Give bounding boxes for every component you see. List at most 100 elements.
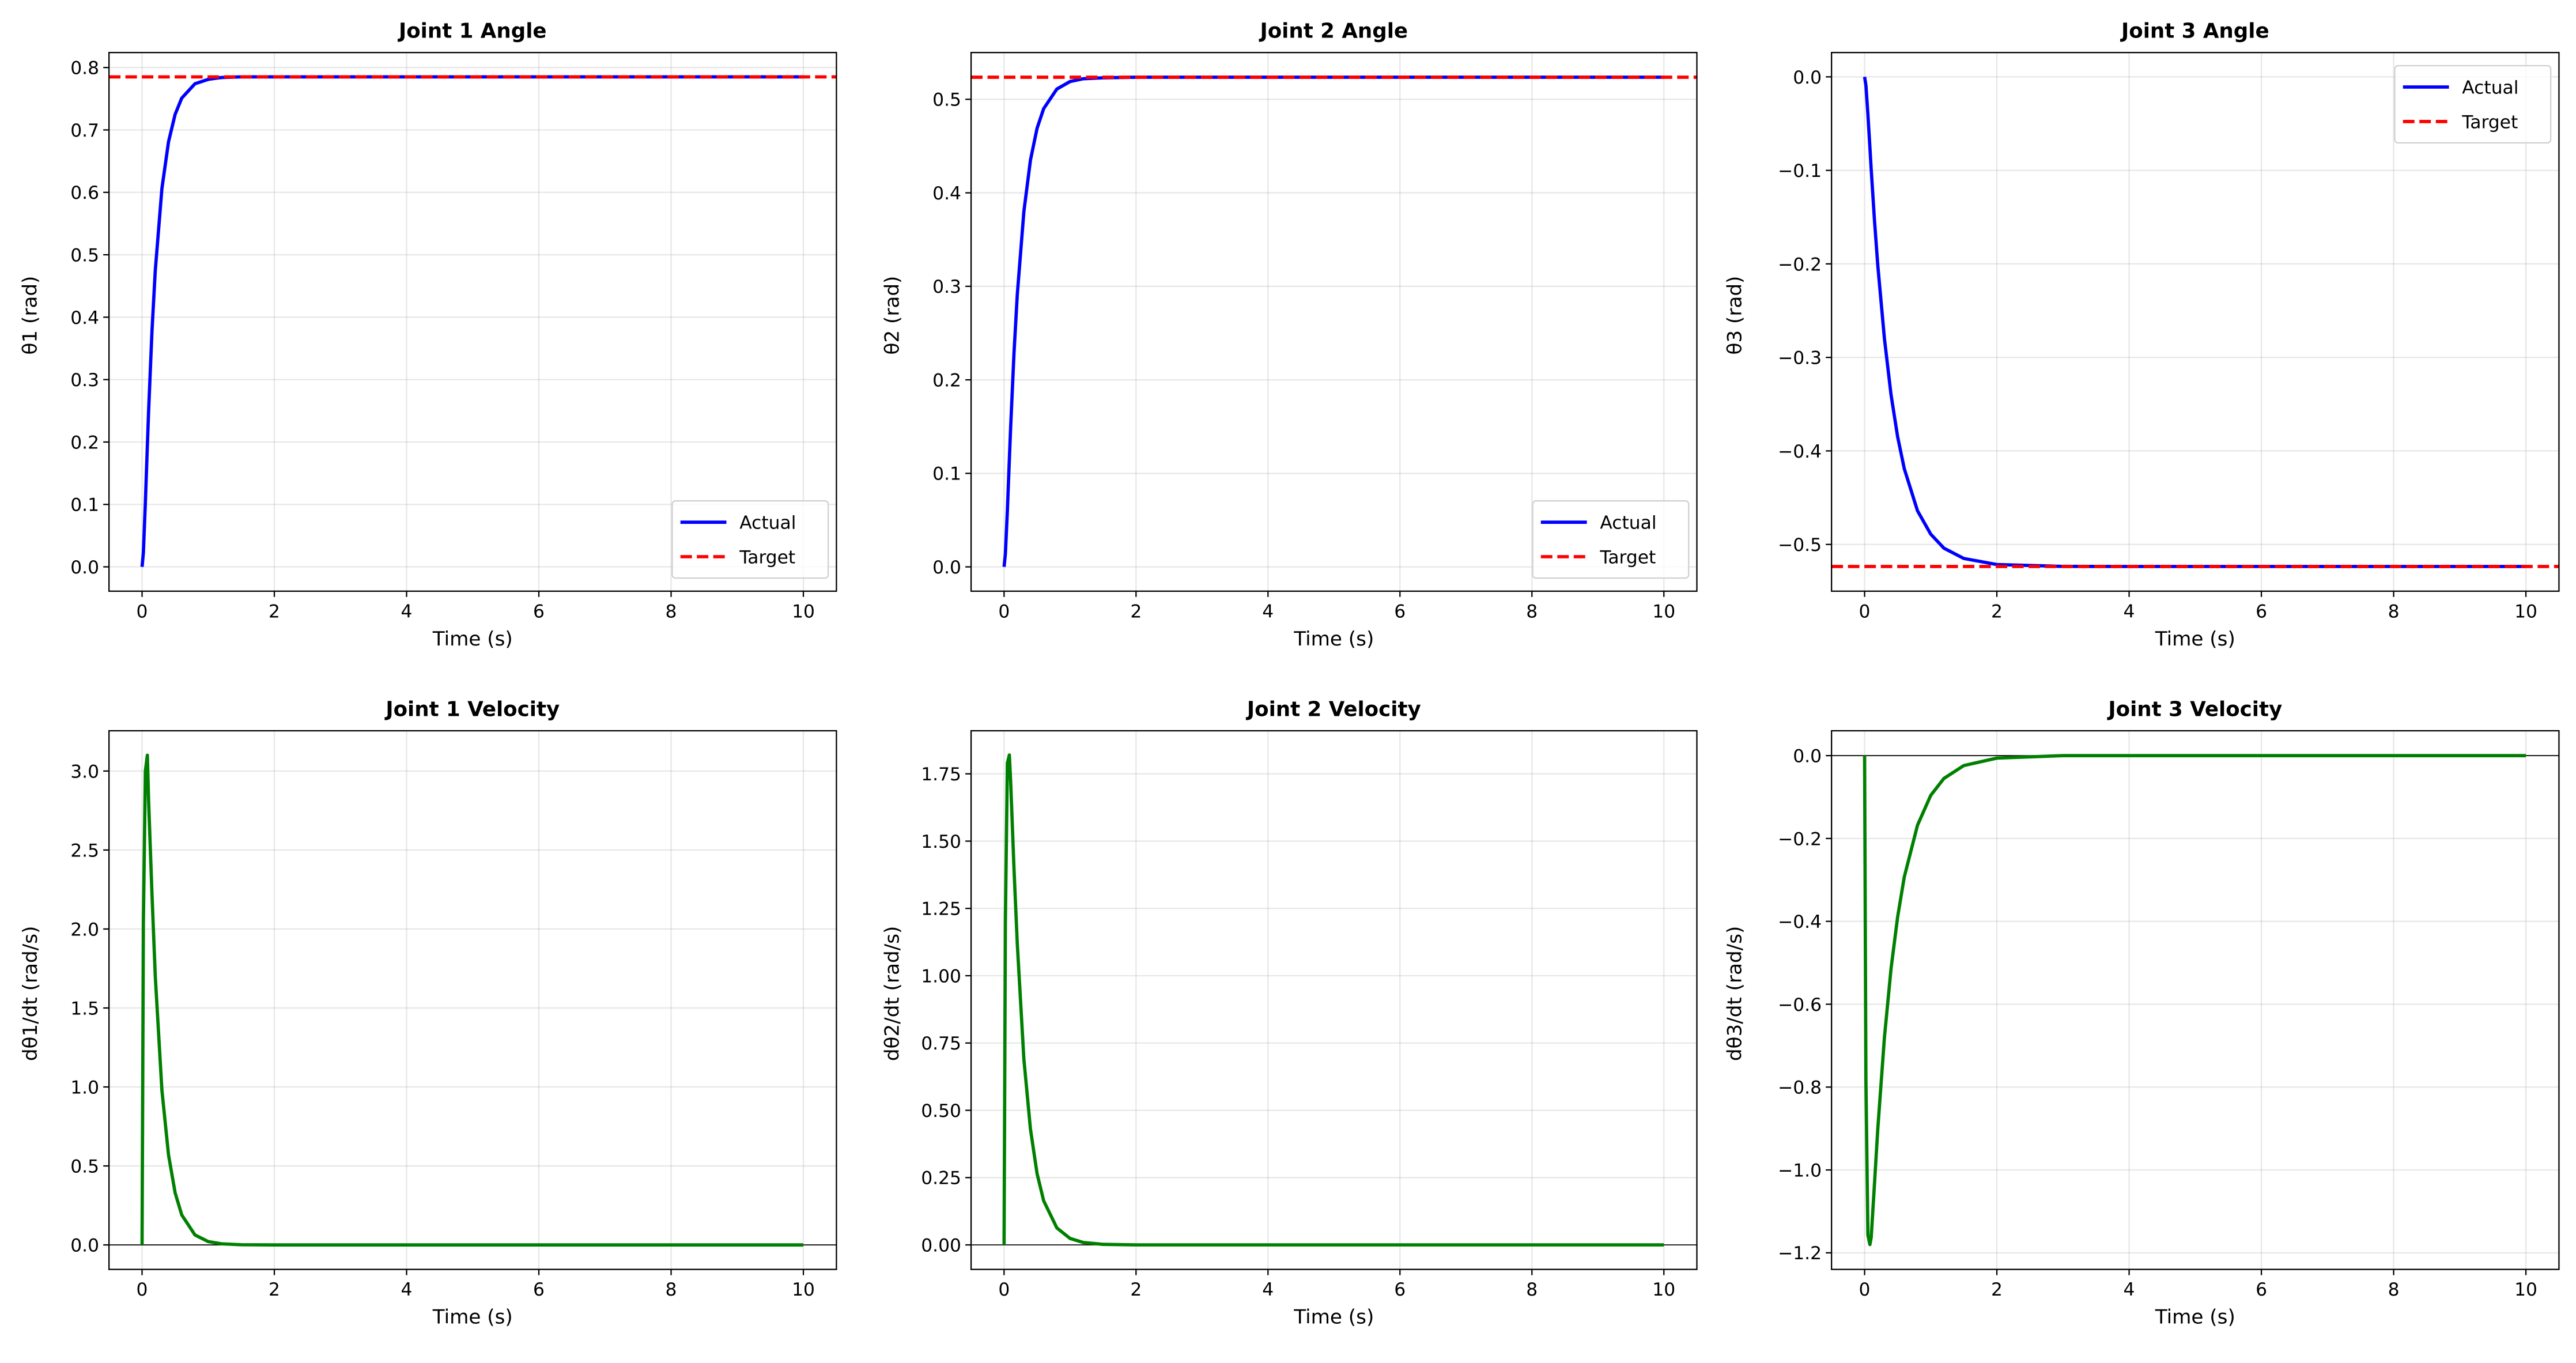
y-tick-label: 0.2 xyxy=(70,432,99,453)
x-tick-label: 0 xyxy=(998,1279,1010,1300)
plot-area xyxy=(1831,76,2559,568)
y-tick-label: 0.1 xyxy=(932,464,961,485)
x-tick-label: 8 xyxy=(1526,1279,1538,1300)
x-tick-label: 0 xyxy=(1859,1279,1871,1300)
legend-label: Actual xyxy=(2462,77,2518,98)
axes-frame xyxy=(970,730,1698,1270)
y-tick-label: 0.5 xyxy=(70,245,99,266)
axes-frame xyxy=(108,52,837,592)
y-tick-label: 0.1 xyxy=(70,495,99,516)
x-tick-label: 6 xyxy=(2256,1279,2267,1300)
legend: Actual Target xyxy=(2394,65,2552,144)
legend-frame xyxy=(671,500,829,579)
y-tick-label: 0.8 xyxy=(70,58,99,79)
y-tick-label: 2.5 xyxy=(70,840,99,861)
x-tick-label: 2 xyxy=(1130,601,1142,622)
legend-frame xyxy=(1532,500,1690,579)
y-tick-label: 0.50 xyxy=(921,1101,961,1122)
x-tick-label: 4 xyxy=(401,601,413,622)
y-tick-label: 0.0 xyxy=(1793,67,1822,88)
legend-frame xyxy=(2394,65,2552,144)
plot-area xyxy=(109,753,837,1247)
actual-line xyxy=(140,75,804,567)
subplot-1: 0 2 4 6 8 10 0.0 0.1 0.2 0.3 0.4 0.5 0.6 0.7 0.8 Joint … xyxy=(19,20,837,651)
velocity-line xyxy=(1002,753,1664,1247)
legend: Actual Target xyxy=(1532,500,1690,579)
legend-label: Target xyxy=(739,547,795,568)
subplot-5: 0 2 4 6 8 10 0.00 0.25 0.50 0.75 1.00 1.25 1.50 1.75 J… xyxy=(881,697,1698,1329)
x-tick-label: 0 xyxy=(137,1279,148,1300)
x-tick-label: 10 xyxy=(792,601,815,622)
axes-frame xyxy=(1831,52,2560,592)
x-tick-label: 10 xyxy=(2514,1279,2537,1300)
x-tick-label: 6 xyxy=(533,601,545,622)
x-tick-label: 6 xyxy=(1394,601,1406,622)
y-tick-label: 0.3 xyxy=(932,277,961,297)
y-axis-label: dθ3/dt (rad/s) xyxy=(1723,926,1746,1062)
axes-frame xyxy=(108,730,837,1270)
x-tick-label: 4 xyxy=(2124,601,2135,622)
y-tick-label: 0.2 xyxy=(932,370,961,391)
x-axis-label: Time (s) xyxy=(2155,628,2235,651)
subplot-3: 0 2 4 6 8 10 −0.5 −0.4 −0.3 −0.2 −0.1 0.0 Joint 3 An… xyxy=(1723,20,2560,651)
x-tick-label: 8 xyxy=(666,601,677,622)
x-tick-label: 8 xyxy=(2388,601,2400,622)
subplot-6: 0 2 4 6 8 10 −1.2 −1.0 −0.8 −0.6 −0.4 −0.2 0.0 Joint … xyxy=(1723,697,2560,1329)
x-tick-label: 8 xyxy=(1526,601,1538,622)
subplot-title: Joint 1 Velocity xyxy=(384,697,560,721)
y-axis-label: θ3 (rad) xyxy=(1723,276,1746,355)
y-tick-label: −1.2 xyxy=(1778,1243,1822,1264)
x-tick-label: 10 xyxy=(1652,601,1675,622)
y-tick-label: −1.0 xyxy=(1778,1160,1822,1181)
y-tick-label: 0.75 xyxy=(921,1033,961,1054)
legend-label: Target xyxy=(2461,112,2518,133)
y-tick-label: 0.0 xyxy=(1793,746,1822,767)
subplot-title: Joint 2 Angle xyxy=(1259,20,1408,43)
y-tick-label: 0.3 xyxy=(70,370,99,391)
y-tick-label: 0.7 xyxy=(70,120,99,141)
x-axis-label: Time (s) xyxy=(2155,1306,2235,1329)
y-tick-label: −0.2 xyxy=(1778,254,1822,275)
axes-frame xyxy=(1831,730,2560,1270)
x-tick-label: 0 xyxy=(137,601,148,622)
y-tick-label: 0.6 xyxy=(70,183,99,203)
y-tick-label: 1.5 xyxy=(70,998,99,1019)
x-tick-label: 2 xyxy=(1991,601,2003,622)
x-tick-label: 2 xyxy=(1130,1279,1142,1300)
plot-area xyxy=(971,753,1697,1247)
y-tick-label: 0.4 xyxy=(70,308,99,329)
subplot-2: 0 2 4 6 8 10 0.0 0.1 0.2 0.3 0.4 0.5 Joint 2 Angle Ti… xyxy=(881,20,1698,651)
y-tick-label: −0.5 xyxy=(1778,535,1822,556)
y-tick-label: 0.0 xyxy=(70,1236,99,1256)
plot-area xyxy=(1831,754,2559,1247)
velocity-line xyxy=(140,753,804,1247)
y-axis-label: dθ1/dt (rad/s) xyxy=(19,926,42,1062)
y-tick-label: −0.4 xyxy=(1778,912,1822,932)
actual-line xyxy=(1863,76,2526,568)
y-tick-label: 1.25 xyxy=(921,899,961,920)
x-tick-label: 6 xyxy=(533,1279,545,1300)
y-tick-label: 0.5 xyxy=(70,1156,99,1177)
x-tick-label: 2 xyxy=(269,1279,280,1300)
y-tick-label: 0.0 xyxy=(932,557,961,578)
y-tick-label: 0.5 xyxy=(932,90,961,111)
y-tick-label: 2.0 xyxy=(70,919,99,940)
x-axis-label: Time (s) xyxy=(432,628,513,651)
y-tick-label: −0.2 xyxy=(1778,829,1822,849)
y-tick-label: −0.4 xyxy=(1778,441,1822,462)
x-axis-label: Time (s) xyxy=(1293,1306,1374,1329)
subplot-title: Joint 3 Velocity xyxy=(2107,697,2282,721)
legend-label: Target xyxy=(1599,547,1656,568)
y-tick-label: 1.50 xyxy=(921,832,961,852)
subplot-title: Joint 2 Velocity xyxy=(1246,697,1421,721)
x-tick-label: 4 xyxy=(401,1279,413,1300)
y-axis-label: dθ2/dt (rad/s) xyxy=(881,926,904,1062)
actual-line xyxy=(1002,75,1664,567)
legend-label: Actual xyxy=(739,513,796,534)
x-tick-label: 2 xyxy=(269,601,280,622)
y-tick-label: 0.4 xyxy=(932,183,961,204)
legend-label: Actual xyxy=(1600,513,1656,534)
x-tick-label: 8 xyxy=(666,1279,677,1300)
y-tick-label: −0.1 xyxy=(1778,161,1822,182)
